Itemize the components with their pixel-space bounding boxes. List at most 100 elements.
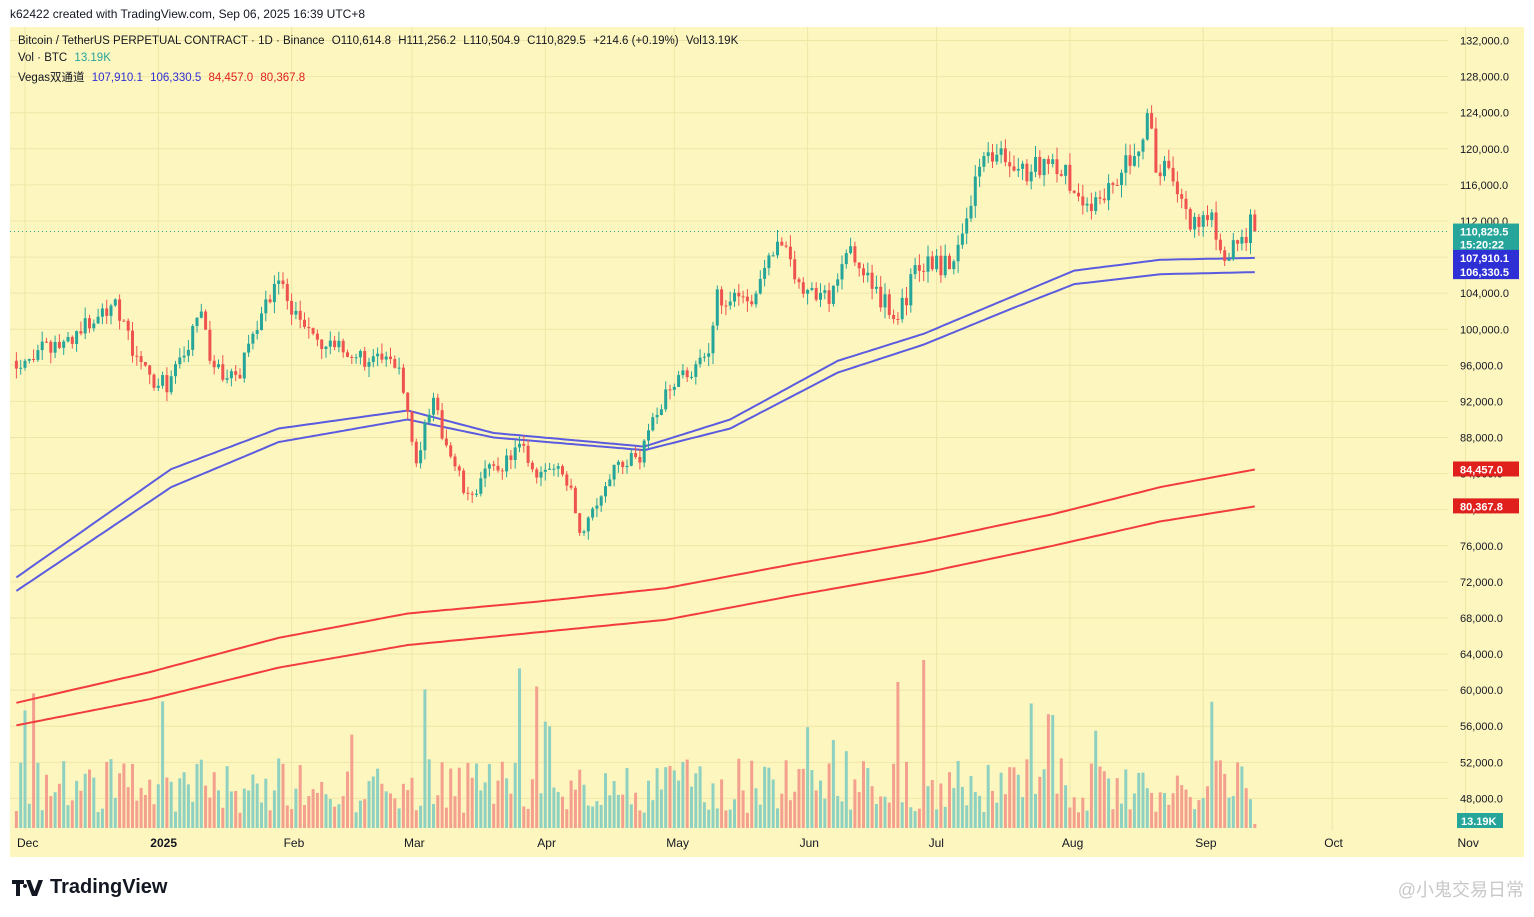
candle-body <box>892 314 896 319</box>
legend-vegas-4: 80,367.8 <box>260 72 306 84</box>
volume-bar <box>1094 730 1098 828</box>
volume-bar <box>122 763 126 828</box>
legend-close: C110,829.5 <box>527 35 586 47</box>
volume-bar <box>943 806 947 828</box>
candle-body <box>1120 172 1123 185</box>
volume-bar <box>728 809 732 828</box>
volume-bar <box>776 808 779 828</box>
candle-body <box>208 329 212 361</box>
y-tick-label: 68,000.0 <box>1460 613 1503 625</box>
volume-bar <box>1214 760 1218 828</box>
candle-body <box>844 253 848 265</box>
candle-body <box>505 455 509 472</box>
candle-body <box>483 468 487 479</box>
volume-bar <box>1111 809 1115 828</box>
volume-bar <box>526 808 530 828</box>
candle-body <box>664 389 668 410</box>
volume-bar <box>591 806 595 828</box>
candle-body <box>853 246 857 263</box>
volume-bar <box>1008 767 1012 828</box>
volume-bar <box>733 799 736 828</box>
candle-body <box>315 333 319 340</box>
volume-bar <box>561 796 564 828</box>
volume-bar <box>1154 811 1158 828</box>
tradingview-logo-icon <box>12 879 43 896</box>
volume-bar <box>1068 807 1072 828</box>
candle-body <box>758 278 762 294</box>
candle-body <box>440 410 444 439</box>
legend-symbol[interactable]: Bitcoin / TetherUS PERPETUAL CONTRACT · … <box>18 35 325 47</box>
candle-body <box>548 468 552 470</box>
volume-bar <box>393 798 397 828</box>
x-tick-label: Nov <box>1458 836 1479 850</box>
candle-body <box>406 392 410 412</box>
legend-vegas-row[interactable]: Vegas双通道 107,910.1 106,330.5 84,457.0 80… <box>18 69 309 85</box>
volume-bar <box>956 760 960 828</box>
candle-body <box>126 320 130 331</box>
volume-bar <box>406 790 410 828</box>
candle-body <box>1150 113 1154 129</box>
volume-bar <box>913 811 917 828</box>
candle-body <box>1132 156 1136 166</box>
volume-bar <box>582 784 586 828</box>
tag-ema-red-2: 80,367.8 <box>1460 501 1503 513</box>
legend-symbol-row[interactable]: Bitcoin / TetherUS PERPETUAL CONTRACT · … <box>18 35 742 47</box>
volume-bar <box>1102 771 1106 828</box>
volume-bar <box>70 800 74 828</box>
volume-bar <box>1141 772 1145 828</box>
volume-bar <box>496 780 500 828</box>
volume-bar <box>900 802 904 828</box>
volume-bar <box>879 796 883 828</box>
chart-area[interactable] <box>10 27 1524 857</box>
volume-bar <box>969 775 973 828</box>
volume-bar <box>182 772 186 828</box>
volume-bar <box>883 796 887 828</box>
candle-body <box>367 362 371 367</box>
volume-bar <box>711 783 715 828</box>
candle-body <box>586 517 590 532</box>
volume-bar <box>19 762 23 828</box>
volume-bar <box>109 759 113 828</box>
volume-bar <box>1042 769 1046 828</box>
candle-body <box>810 288 814 290</box>
volume-bar <box>238 812 242 828</box>
candle-body <box>500 470 504 472</box>
volume-bar <box>53 792 57 828</box>
y-tick-label: 72,000.0 <box>1460 577 1503 589</box>
candle-body <box>57 341 61 348</box>
candle-body <box>973 176 977 206</box>
volume-bar <box>1038 776 1042 828</box>
volume-bar <box>1206 786 1209 828</box>
channel-red_lower <box>16 505 1255 727</box>
volume-bar <box>225 766 229 828</box>
candle-body <box>797 279 801 283</box>
volume-bar <box>118 773 122 828</box>
candle-body <box>698 357 702 365</box>
volume-bar <box>651 800 655 828</box>
candle-body <box>1154 128 1158 173</box>
volume-bar <box>272 790 276 828</box>
x-tick-label: Jul <box>929 836 944 850</box>
y-tick-label: 52,000.0 <box>1460 757 1503 769</box>
volume-bar <box>788 800 792 828</box>
volume-bar <box>1227 797 1231 828</box>
volume-bar <box>973 792 977 828</box>
volume-bar <box>341 796 345 828</box>
volume-bar <box>664 767 668 828</box>
volume-bar <box>569 780 573 828</box>
volume-bar <box>522 806 526 828</box>
candle-body <box>1021 163 1025 169</box>
candle-body <box>1201 215 1205 227</box>
tradingview-logo[interactable]: TradingView <box>12 876 167 899</box>
candle-body <box>922 270 926 272</box>
legend-vol: Vol13.19K <box>685 35 739 47</box>
volume-bar <box>174 811 177 828</box>
candle-body <box>1223 250 1227 261</box>
candle-body <box>217 364 220 368</box>
candle-body <box>389 356 392 360</box>
candle-body <box>148 365 152 375</box>
candle-body <box>1231 240 1235 260</box>
legend-volume-row[interactable]: Vol · BTC 13.19K <box>18 52 115 64</box>
volume-bar <box>823 798 827 828</box>
